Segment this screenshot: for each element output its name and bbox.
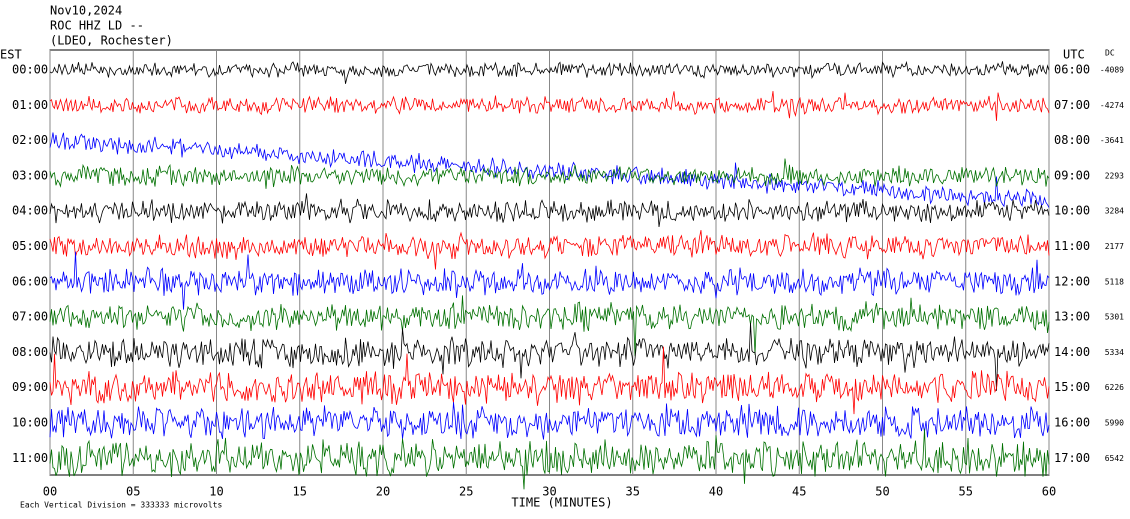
x-tick-label: 55	[959, 485, 973, 499]
seismic-trace	[49, 132, 1050, 208]
x-tick-label: 20	[376, 485, 390, 499]
title-line: ROC HHZ LD --	[50, 19, 144, 33]
seismic-trace	[49, 193, 1050, 228]
right-time-label: 11:00	[1054, 239, 1090, 253]
x-axis-label: TIME (MINUTES)	[511, 496, 612, 510]
right-time-label: 08:00	[1054, 133, 1090, 147]
left-time-label: 10:00	[12, 416, 48, 430]
seismic-trace	[49, 230, 1050, 270]
left-time-label: 02:00	[12, 133, 48, 147]
left-time-label: 04:00	[12, 204, 48, 218]
title-line: Nov10,2024	[50, 4, 122, 18]
right-time-label: 10:00	[1054, 204, 1090, 218]
right-time-label: 15:00	[1054, 380, 1090, 394]
x-tick-label: 50	[875, 485, 889, 499]
dc-value: 5990	[1105, 419, 1124, 428]
x-tick-label: 60	[1042, 485, 1056, 499]
seismic-trace	[49, 346, 1050, 415]
dc-label: DC	[1105, 49, 1115, 58]
x-tick-label: 15	[293, 485, 307, 499]
dc-value: 2177	[1105, 242, 1124, 251]
left-time-label: 09:00	[12, 380, 48, 394]
x-tick-label: 35	[626, 485, 640, 499]
traces	[49, 50, 1050, 490]
left-time-label: 08:00	[12, 345, 48, 359]
dc-value: -4089	[1100, 66, 1124, 75]
seismic-trace	[49, 402, 1050, 440]
right-time-label: 16:00	[1054, 416, 1090, 430]
dc-value: 2293	[1105, 171, 1124, 180]
dc-value: -3641	[1100, 136, 1124, 145]
left-time-label: 06:00	[12, 274, 48, 288]
dc-value: 3284	[1105, 207, 1124, 216]
dc-value: 6542	[1105, 454, 1124, 463]
seismic-trace	[49, 295, 1050, 357]
footnote: Each Vertical Division = 333333 microvol…	[20, 501, 222, 510]
left-time-label: 05:00	[12, 239, 48, 253]
left-time-label: 07:00	[12, 310, 48, 324]
x-tick-label: 40	[709, 485, 723, 499]
seismic-trace	[49, 91, 1050, 121]
x-tick-label: 00	[43, 485, 57, 499]
right-axis-label: UTC	[1063, 48, 1085, 62]
right-time-label: 09:00	[1054, 168, 1090, 182]
dc-value: 5334	[1105, 348, 1124, 357]
right-time-label: 13:00	[1054, 310, 1090, 324]
x-tick-label: 05	[126, 485, 140, 499]
dc-value: 5118	[1105, 277, 1124, 286]
seismic-trace	[49, 428, 1050, 490]
dc-value: 5301	[1105, 313, 1124, 322]
seismic-trace	[49, 322, 1050, 391]
seismic-trace	[49, 60, 1050, 84]
left-time-label: 11:00	[12, 451, 48, 465]
left-time-label: 00:00	[12, 63, 48, 77]
x-tick-label: 45	[792, 485, 806, 499]
right-time-label: 06:00	[1054, 63, 1090, 77]
right-time-label: 17:00	[1054, 451, 1090, 465]
right-time-label: 14:00	[1054, 345, 1090, 359]
seismic-trace	[49, 251, 1050, 310]
right-time-label: 12:00	[1054, 274, 1090, 288]
dc-value: -4274	[1100, 101, 1124, 110]
left-time-label: 01:00	[12, 98, 48, 112]
x-tick-label: 10	[209, 485, 223, 499]
x-tick-label: 25	[459, 485, 473, 499]
x-tick-label: 30	[542, 485, 556, 499]
seismic-trace	[49, 158, 1050, 189]
left-axis-label: EST	[0, 48, 22, 62]
right-time-label: 07:00	[1054, 98, 1090, 112]
left-time-label: 03:00	[12, 168, 48, 182]
title-line: (LDEO, Rochester)	[50, 34, 173, 48]
dc-value: 6226	[1105, 383, 1124, 392]
